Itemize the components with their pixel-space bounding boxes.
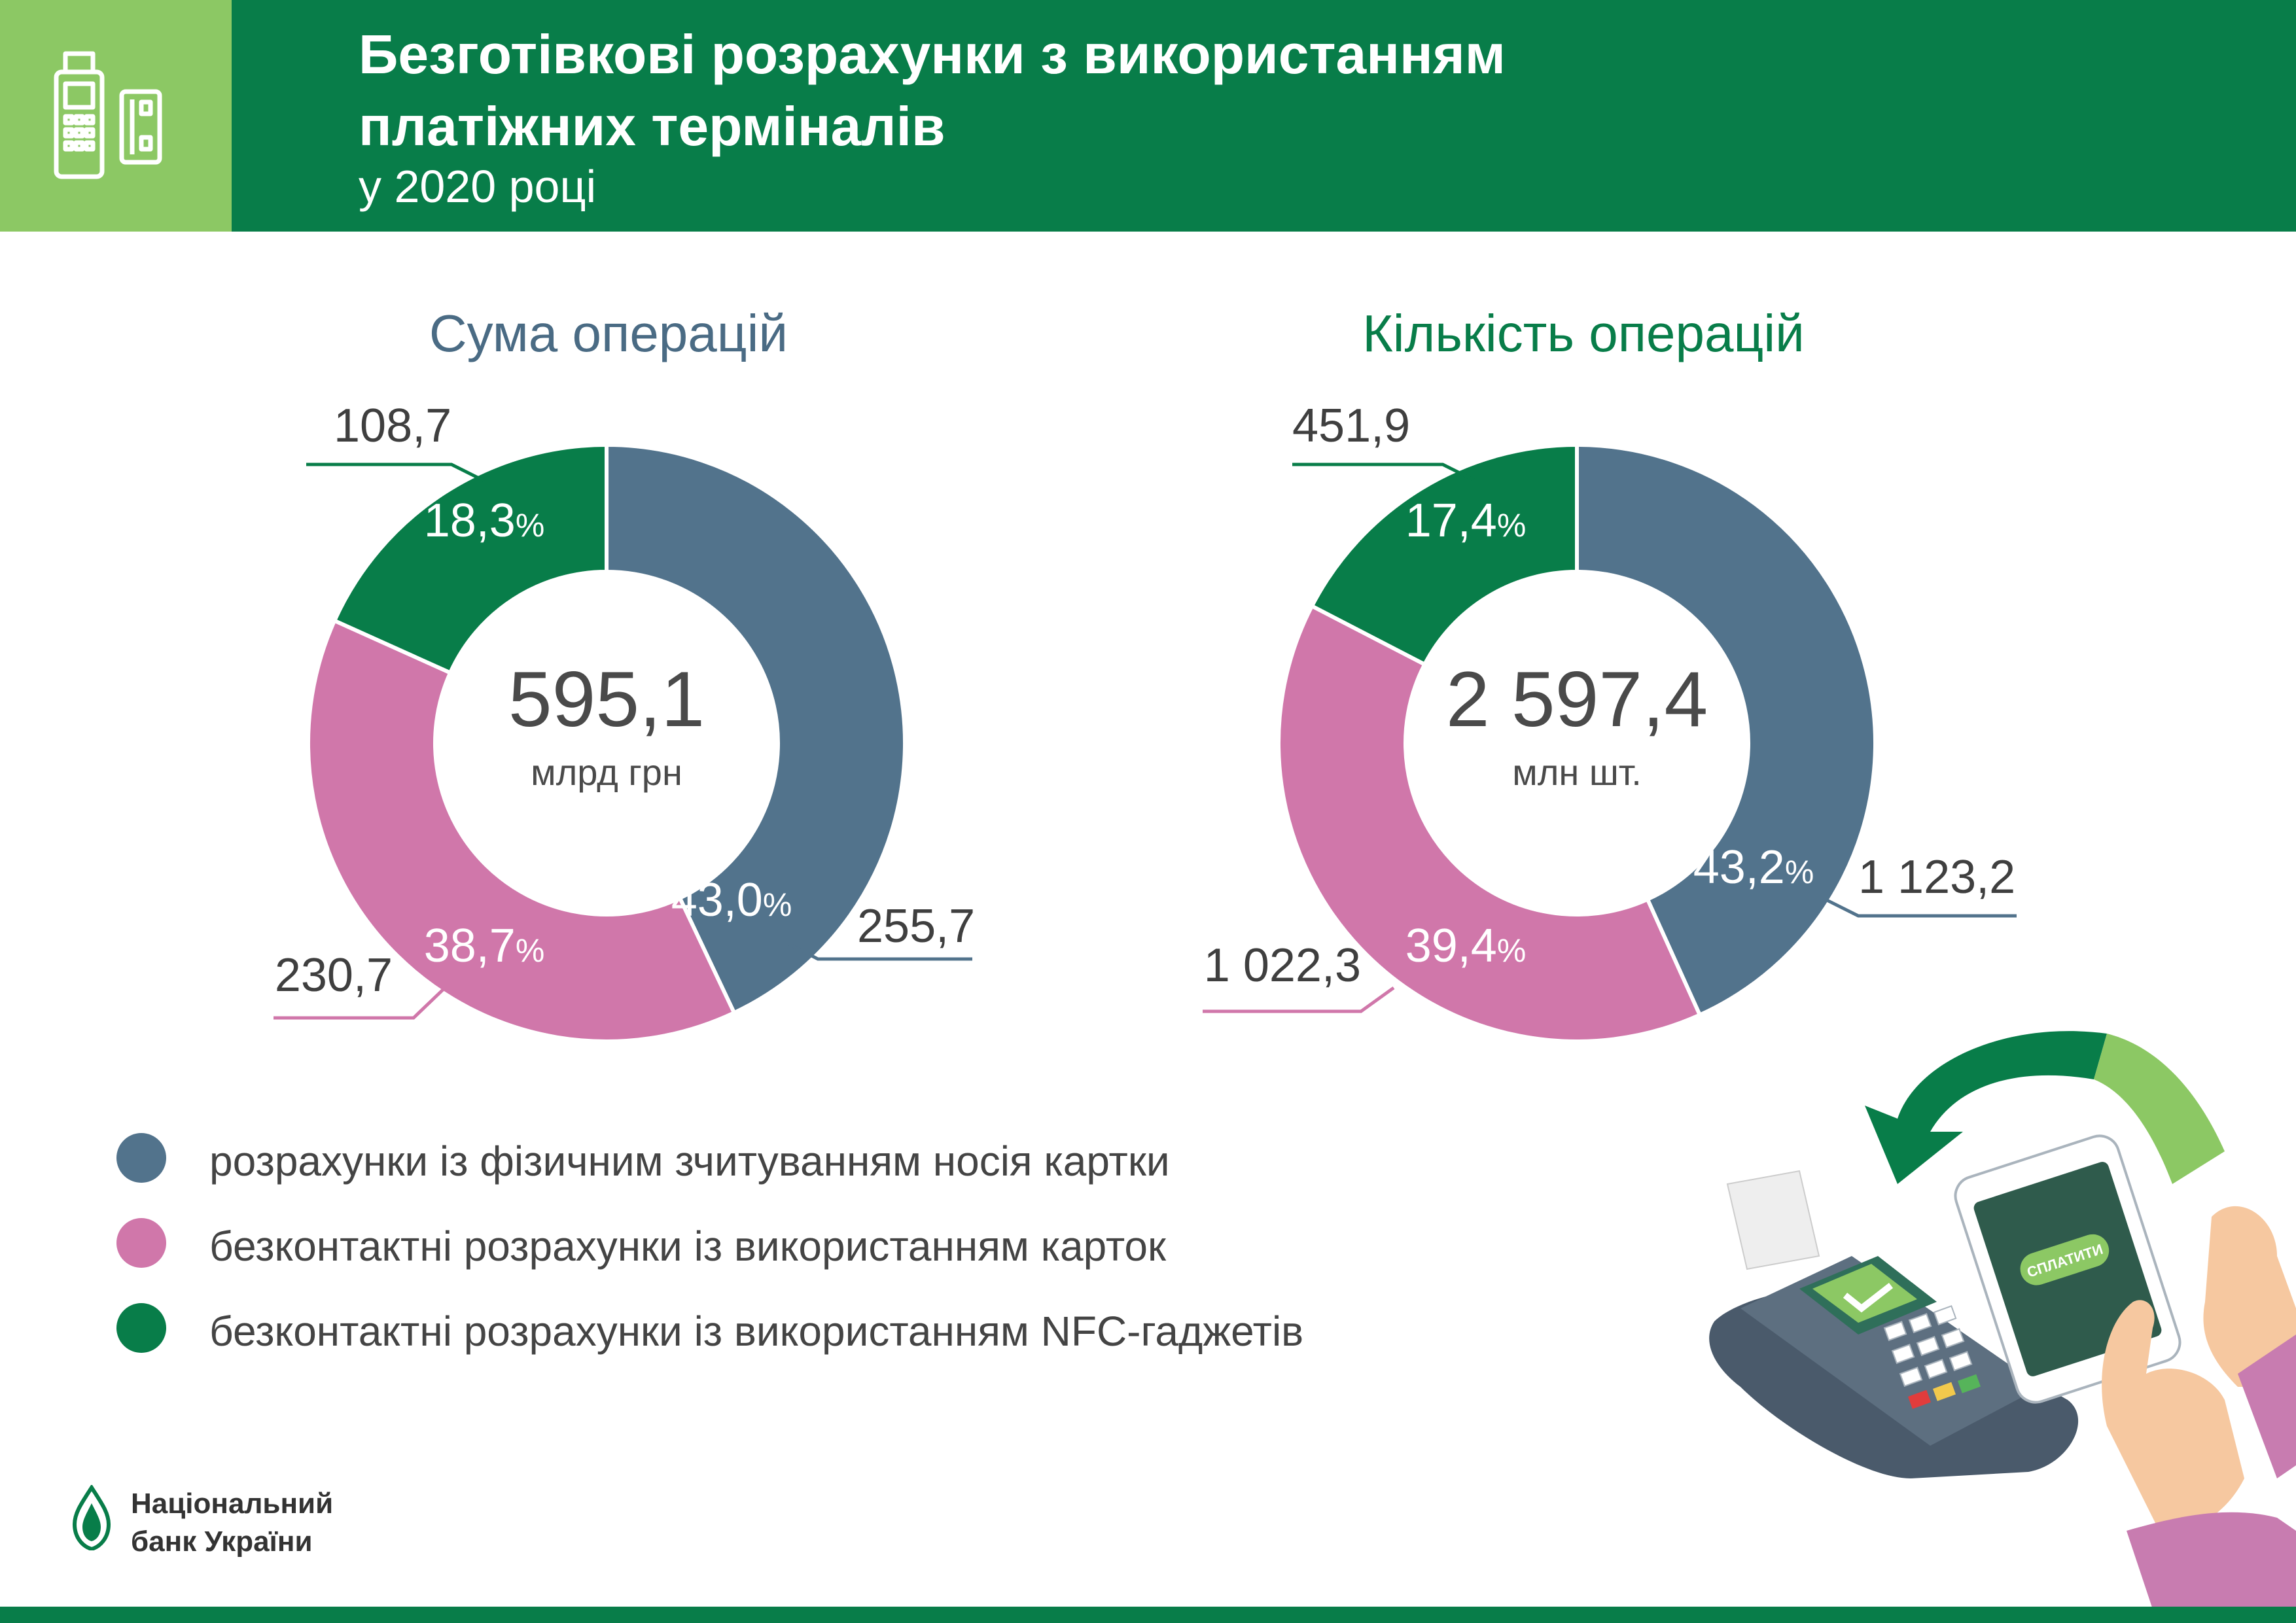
legend-item-contactless-card: безконтактні розрахунки із використанням…	[111, 1210, 1420, 1276]
donut-count-center-value: 2 597,4	[1446, 655, 1708, 743]
receipt-icon	[1726, 1170, 1820, 1270]
footer-bar	[0, 1607, 2296, 1623]
donut-count-leader-contactless-card	[1203, 986, 1395, 1013]
finger-hand-icon	[2102, 1300, 2244, 1532]
donut-sum-leader-contact	[784, 940, 972, 961]
legend-item-nfc: безконтактні розрахунки із використанням…	[111, 1295, 1420, 1361]
donut-sum-value-contactless-card: 230,7	[275, 949, 393, 1002]
donut-charts: 43,0% 38,7% 18,3% 255,7 230,7 108,7 595,1 млрд …	[274, 400, 2017, 1044]
donut-sum-value-nfc: 108,7	[334, 400, 451, 452]
donut-sum-value-contact: 255,7	[857, 900, 975, 952]
legend-swatch-contactless-card	[116, 1218, 166, 1268]
smartphone-icon: СПЛАТИТИ	[1954, 1134, 2181, 1404]
donut-count-percent-contactless-card: 39,4%	[1405, 920, 1527, 972]
donut-sum-percent-nfc: 18,3%	[424, 495, 545, 547]
donut-count-value-contact: 1 123,2	[1858, 851, 2015, 903]
donut-sum-slice-contactless-card	[306, 618, 737, 1043]
donut-count-leader-nfc	[1292, 462, 1477, 483]
legend-swatch-nfc	[116, 1303, 166, 1353]
sleeve-icon	[2127, 1512, 2296, 1609]
donut-sum-center-unit: млрд грн	[531, 752, 682, 793]
header-icon-box	[0, 0, 232, 232]
donut-sum-slice-nfc	[332, 442, 609, 676]
arrow-dark-icon	[1865, 1031, 2107, 1184]
legend-item-contact: розрахунки із фізичним зчитуванням носія…	[111, 1125, 1420, 1191]
page-title: Безготівкові розрахунки з використанням …	[359, 18, 1506, 162]
page-title-line-1: Безготівкові розрахунки з використанням	[359, 24, 1506, 85]
donut-count-slice-contactless-card	[1277, 603, 1703, 1044]
donut-sum-leader-contactless-card	[274, 986, 446, 1020]
payment-terminal-card-icon	[54, 51, 162, 179]
chart-title-count: Кількість операцій	[1362, 304, 1805, 362]
legend-label-contactless-card: безконтактні розрахунки із використанням…	[209, 1223, 1166, 1270]
donut-sum-percent-contact: 43,0%	[671, 874, 792, 926]
donut-count-leader-contact	[1824, 898, 2017, 918]
donut-sum-center-value: 595,1	[508, 655, 705, 743]
donut-count-percent-nfc: 17,4%	[1405, 495, 1527, 547]
nbu-logo-line-1: Національний	[131, 1488, 334, 1520]
nbu-logo-line-2: банк України	[131, 1526, 313, 1558]
donut-count-slice-nfc	[1309, 442, 1579, 667]
page-title-line-2: платіжних терміналів	[359, 96, 945, 157]
donut-sum-slice-contact	[605, 442, 907, 1016]
donut-count-percent-contact: 43,2%	[1693, 841, 1814, 894]
header-banner: Безготівкові розрахунки з використанням …	[0, 0, 2296, 232]
legend-label-contact: розрахунки із фізичним зчитуванням носія…	[209, 1138, 1170, 1185]
donut-count-value-contactless-card: 1 022,3	[1204, 939, 1361, 992]
nbu-emblem-icon	[72, 1484, 111, 1552]
donut-count-center-unit: млн шт.	[1512, 752, 1642, 793]
nbu-logo-text: Національний банк України	[131, 1485, 333, 1561]
legend-swatch-contact	[116, 1133, 166, 1183]
donut-sum-percent-contactless-card: 38,7%	[424, 920, 545, 972]
contactless-payment-illustration: СПЛАТИТИ	[1709, 1031, 2296, 1609]
nbu-logo: Національний банк України	[72, 1484, 333, 1558]
legend-label-nfc: безконтактні розрахунки із використанням…	[209, 1308, 1304, 1355]
chart-title-sum: Сума операцій	[429, 304, 788, 362]
donut-count-value-nfc: 451,9	[1292, 400, 1410, 452]
page-subtitle: у 2020 році	[359, 161, 597, 212]
donut-count-slice-contact	[1575, 442, 1877, 1018]
donut-sum-leader-nfc	[306, 462, 486, 483]
arrow-light-icon	[2094, 1034, 2225, 1184]
holding-hand-icon	[2203, 1206, 2296, 1387]
